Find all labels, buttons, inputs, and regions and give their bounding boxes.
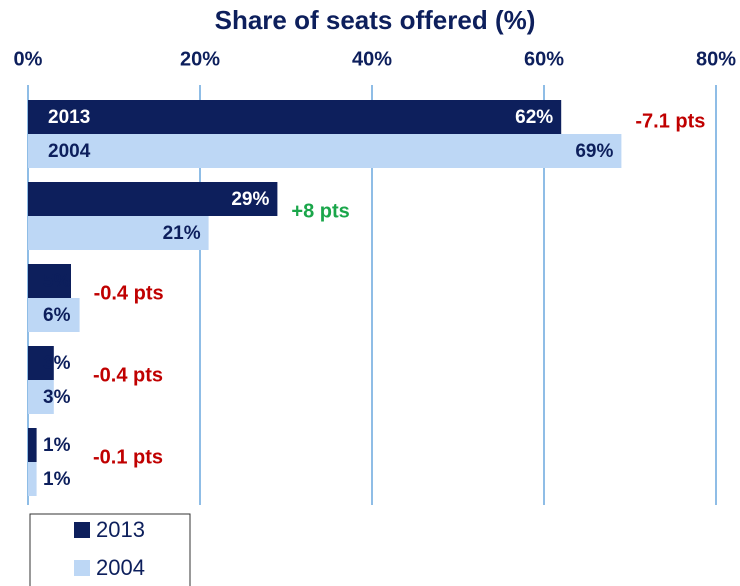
legend-box: [29, 513, 191, 586]
x-tick-label: 20%: [180, 48, 220, 70]
bar: [28, 264, 71, 298]
value-label: 3%: [43, 387, 71, 408]
annotation: -7.1 pts: [635, 110, 705, 132]
chart-title: Share of seats offered (%): [215, 5, 536, 35]
legend-swatch: [74, 522, 90, 538]
value-label: 5%: [43, 271, 71, 292]
x-tick-label: 60%: [524, 48, 564, 70]
bar: [28, 216, 209, 250]
bar: [28, 298, 80, 332]
bar: [28, 428, 37, 462]
annotation: -0.1 pts: [93, 446, 163, 468]
bar: [28, 380, 54, 414]
bar: [28, 462, 37, 496]
x-tick-label: 0%: [14, 48, 43, 70]
annotation: -0.4 pts: [93, 364, 163, 386]
annotation: +8 pts: [291, 200, 349, 222]
x-tick-label: 80%: [696, 48, 736, 70]
legend-label: 2013: [96, 517, 145, 542]
value-label: 1%: [43, 469, 71, 490]
legend-swatch: [74, 560, 90, 576]
value-label: 1%: [43, 435, 71, 456]
value-label: 3%: [43, 353, 71, 374]
series-label: 2013: [48, 107, 90, 128]
x-tick-label: 40%: [352, 48, 392, 70]
value-label: 21%: [163, 223, 201, 244]
value-label: 62%: [515, 107, 553, 128]
annotation: -0.4 pts: [94, 282, 164, 304]
bar: [28, 346, 54, 380]
bar: [28, 182, 278, 216]
bar: [28, 134, 622, 168]
value-label: 69%: [575, 141, 613, 162]
value-label: 29%: [231, 189, 269, 210]
value-label: 6%: [43, 305, 71, 326]
legend-label: 2004: [96, 555, 145, 580]
series-label: 2004: [48, 141, 91, 162]
bar: [28, 100, 562, 134]
